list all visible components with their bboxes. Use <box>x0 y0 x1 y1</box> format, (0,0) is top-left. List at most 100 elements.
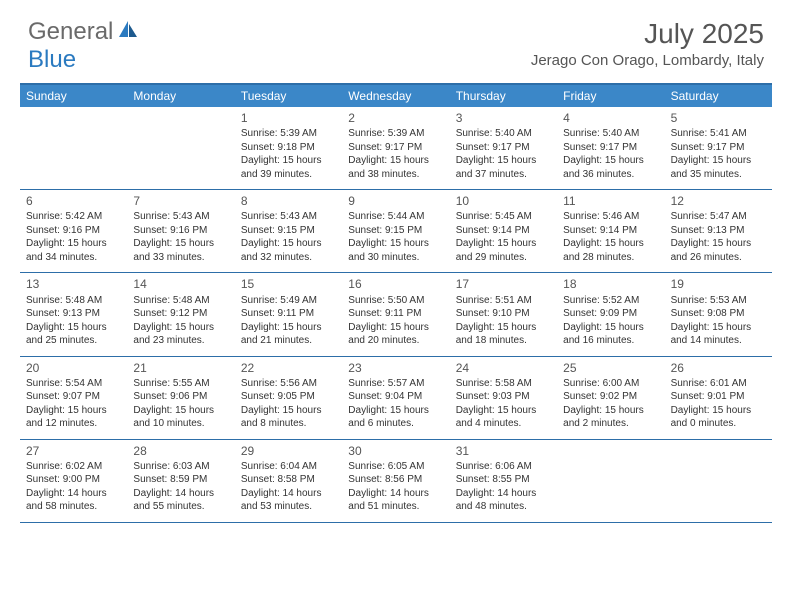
day-number: 7 <box>133 193 228 209</box>
daylight-line-1: Daylight: 15 hours <box>241 154 336 168</box>
sunset-line: Sunset: 9:17 PM <box>456 141 551 155</box>
daylight-line-2: and 20 minutes. <box>348 334 443 348</box>
day-number: 19 <box>671 276 766 292</box>
daylight-line-2: and 35 minutes. <box>671 168 766 182</box>
sunrise-line: Sunrise: 5:51 AM <box>456 294 551 308</box>
daylight-line-2: and 29 minutes. <box>456 251 551 265</box>
month-title: July 2025 <box>531 18 764 50</box>
daylight-line-1: Daylight: 15 hours <box>26 404 121 418</box>
day-number: 30 <box>348 443 443 459</box>
sunset-line: Sunset: 9:01 PM <box>671 390 766 404</box>
daylight-line-2: and 21 minutes. <box>241 334 336 348</box>
sunset-line: Sunset: 9:15 PM <box>348 224 443 238</box>
weekday-header: Sunday <box>20 85 127 107</box>
calendar: SundayMondayTuesdayWednesdayThursdayFrid… <box>20 83 772 523</box>
weekday-header-row: SundayMondayTuesdayWednesdayThursdayFrid… <box>20 85 772 107</box>
daylight-line-2: and 26 minutes. <box>671 251 766 265</box>
day-number: 27 <box>26 443 121 459</box>
sunset-line: Sunset: 9:02 PM <box>563 390 658 404</box>
day-cell: 11Sunrise: 5:46 AMSunset: 9:14 PMDayligh… <box>557 190 664 272</box>
day-cell: 27Sunrise: 6:02 AMSunset: 9:00 PMDayligh… <box>20 440 127 522</box>
day-number: 17 <box>456 276 551 292</box>
daylight-line-1: Daylight: 15 hours <box>26 321 121 335</box>
day-cell: 14Sunrise: 5:48 AMSunset: 9:12 PMDayligh… <box>127 273 234 355</box>
daylight-line-2: and 14 minutes. <box>671 334 766 348</box>
weekday-header: Friday <box>557 85 664 107</box>
day-cell: 3Sunrise: 5:40 AMSunset: 9:17 PMDaylight… <box>450 107 557 189</box>
daylight-line-2: and 30 minutes. <box>348 251 443 265</box>
sunset-line: Sunset: 9:14 PM <box>563 224 658 238</box>
sunset-line: Sunset: 9:06 PM <box>133 390 228 404</box>
sunset-line: Sunset: 9:12 PM <box>133 307 228 321</box>
day-number: 16 <box>348 276 443 292</box>
day-number: 31 <box>456 443 551 459</box>
daylight-line-1: Daylight: 15 hours <box>241 237 336 251</box>
day-number: 14 <box>133 276 228 292</box>
day-cell: 2Sunrise: 5:39 AMSunset: 9:17 PMDaylight… <box>342 107 449 189</box>
daylight-line-2: and 36 minutes. <box>563 168 658 182</box>
daylight-line-1: Daylight: 15 hours <box>456 404 551 418</box>
sunset-line: Sunset: 9:14 PM <box>456 224 551 238</box>
day-number: 25 <box>563 360 658 376</box>
daylight-line-1: Daylight: 15 hours <box>241 404 336 418</box>
sunrise-line: Sunrise: 5:43 AM <box>241 210 336 224</box>
daylight-line-1: Daylight: 15 hours <box>26 237 121 251</box>
daylight-line-2: and 2 minutes. <box>563 417 658 431</box>
sunrise-line: Sunrise: 6:05 AM <box>348 460 443 474</box>
sunset-line: Sunset: 9:11 PM <box>241 307 336 321</box>
daylight-line-2: and 16 minutes. <box>563 334 658 348</box>
weekday-header: Wednesday <box>342 85 449 107</box>
daylight-line-2: and 48 minutes. <box>456 500 551 514</box>
daylight-line-2: and 0 minutes. <box>671 417 766 431</box>
day-cell: 4Sunrise: 5:40 AMSunset: 9:17 PMDaylight… <box>557 107 664 189</box>
day-number: 5 <box>671 110 766 126</box>
day-cell: 23Sunrise: 5:57 AMSunset: 9:04 PMDayligh… <box>342 357 449 439</box>
day-number: 9 <box>348 193 443 209</box>
daylight-line-2: and 55 minutes. <box>133 500 228 514</box>
daylight-line-2: and 12 minutes. <box>26 417 121 431</box>
day-cell: 30Sunrise: 6:05 AMSunset: 8:56 PMDayligh… <box>342 440 449 522</box>
weekday-header: Saturday <box>665 85 772 107</box>
sunrise-line: Sunrise: 6:06 AM <box>456 460 551 474</box>
day-number: 20 <box>26 360 121 376</box>
day-cell: 12Sunrise: 5:47 AMSunset: 9:13 PMDayligh… <box>665 190 772 272</box>
daylight-line-1: Daylight: 14 hours <box>241 487 336 501</box>
day-cell <box>20 107 127 189</box>
day-number: 2 <box>348 110 443 126</box>
day-cell: 24Sunrise: 5:58 AMSunset: 9:03 PMDayligh… <box>450 357 557 439</box>
day-cell: 29Sunrise: 6:04 AMSunset: 8:58 PMDayligh… <box>235 440 342 522</box>
day-cell <box>557 440 664 522</box>
day-cell: 17Sunrise: 5:51 AMSunset: 9:10 PMDayligh… <box>450 273 557 355</box>
daylight-line-1: Daylight: 14 hours <box>26 487 121 501</box>
sunrise-line: Sunrise: 5:47 AM <box>671 210 766 224</box>
daylight-line-1: Daylight: 15 hours <box>563 154 658 168</box>
daylight-line-1: Daylight: 15 hours <box>348 237 443 251</box>
daylight-line-1: Daylight: 15 hours <box>671 404 766 418</box>
sunrise-line: Sunrise: 5:54 AM <box>26 377 121 391</box>
day-cell: 21Sunrise: 5:55 AMSunset: 9:06 PMDayligh… <box>127 357 234 439</box>
daylight-line-2: and 51 minutes. <box>348 500 443 514</box>
day-cell: 6Sunrise: 5:42 AMSunset: 9:16 PMDaylight… <box>20 190 127 272</box>
sunset-line: Sunset: 9:18 PM <box>241 141 336 155</box>
day-cell: 7Sunrise: 5:43 AMSunset: 9:16 PMDaylight… <box>127 190 234 272</box>
daylight-line-1: Daylight: 15 hours <box>671 321 766 335</box>
day-cell: 31Sunrise: 6:06 AMSunset: 8:55 PMDayligh… <box>450 440 557 522</box>
sunset-line: Sunset: 9:15 PM <box>241 224 336 238</box>
day-cell: 18Sunrise: 5:52 AMSunset: 9:09 PMDayligh… <box>557 273 664 355</box>
daylight-line-2: and 58 minutes. <box>26 500 121 514</box>
sunset-line: Sunset: 9:16 PM <box>26 224 121 238</box>
week-row: 13Sunrise: 5:48 AMSunset: 9:13 PMDayligh… <box>20 273 772 356</box>
logo: General <box>28 18 139 46</box>
sunset-line: Sunset: 8:59 PM <box>133 473 228 487</box>
sunrise-line: Sunrise: 5:56 AM <box>241 377 336 391</box>
daylight-line-1: Daylight: 15 hours <box>133 237 228 251</box>
day-cell: 9Sunrise: 5:44 AMSunset: 9:15 PMDaylight… <box>342 190 449 272</box>
day-number: 12 <box>671 193 766 209</box>
day-cell: 22Sunrise: 5:56 AMSunset: 9:05 PMDayligh… <box>235 357 342 439</box>
sunrise-line: Sunrise: 5:53 AM <box>671 294 766 308</box>
logo-text-general: General <box>28 18 113 46</box>
sunset-line: Sunset: 8:58 PM <box>241 473 336 487</box>
daylight-line-1: Daylight: 15 hours <box>563 237 658 251</box>
sunset-line: Sunset: 9:10 PM <box>456 307 551 321</box>
daylight-line-1: Daylight: 15 hours <box>563 321 658 335</box>
